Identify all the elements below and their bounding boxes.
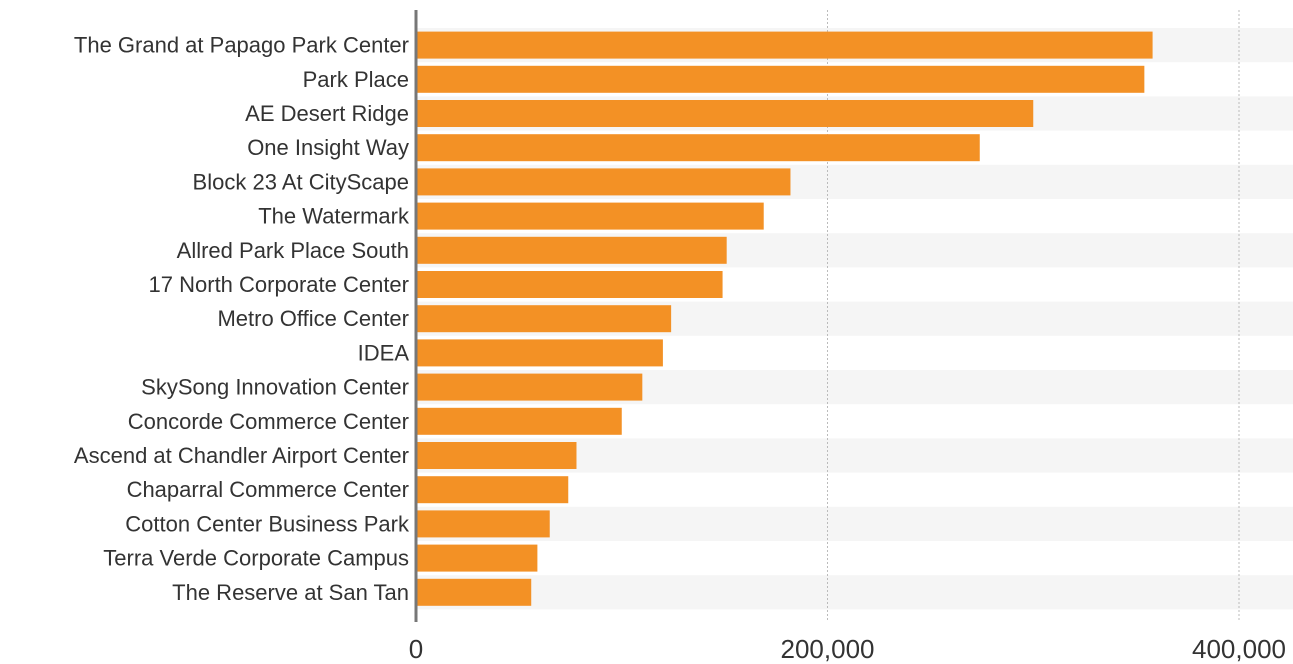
category-label: The Grand at Papago Park Center: [74, 33, 409, 58]
x-tick-label: 200,000: [781, 634, 875, 664]
bar: [416, 339, 663, 367]
bar: [416, 168, 791, 196]
category-label: One Insight Way: [247, 135, 409, 160]
bar: [416, 578, 532, 606]
category-label: Park Place: [303, 67, 409, 92]
bar: [416, 271, 723, 298]
category-label: Concorde Commerce Center: [128, 409, 409, 434]
bar: [416, 134, 980, 162]
bar: [416, 544, 538, 572]
bar: [416, 65, 1145, 93]
bar: [416, 407, 622, 435]
category-label: The Reserve at San Tan: [172, 580, 409, 605]
category-label: Ascend at Chandler Airport Center: [74, 443, 409, 468]
bar: [416, 202, 764, 230]
row-stripe: [416, 575, 1293, 610]
category-label: Terra Verde Corporate Campus: [103, 546, 409, 571]
category-labels: The Grand at Papago Park Center Park Plac…: [74, 33, 410, 605]
category-label: IDEA: [358, 340, 410, 365]
bar: [416, 236, 727, 264]
bars: [416, 31, 1153, 606]
x-tick-label: 0: [409, 634, 423, 664]
bar: [416, 100, 1034, 127]
bar: [416, 373, 643, 401]
category-label: Metro Office Center: [217, 306, 409, 331]
bar: [416, 476, 569, 504]
category-label: 17 North Corporate Center: [149, 272, 409, 297]
x-axis-tick-labels: 0 200,000 400,000: [409, 634, 1286, 664]
row-stripe: [416, 506, 1293, 541]
category-label: The Watermark: [258, 204, 410, 229]
bar: [416, 305, 672, 333]
category-label: Allred Park Place South: [177, 238, 409, 263]
category-label: Cotton Center Business Park: [125, 511, 410, 536]
category-label: Block 23 At CityScape: [193, 169, 409, 194]
category-label: Chaparral Commerce Center: [127, 477, 409, 502]
category-label: SkySong Innovation Center: [141, 375, 409, 400]
bar: [416, 510, 550, 538]
x-tick-label: 400,000: [1192, 634, 1286, 664]
bar: [416, 31, 1153, 59]
category-label: AE Desert Ridge: [245, 101, 409, 126]
bar: [416, 442, 577, 469]
